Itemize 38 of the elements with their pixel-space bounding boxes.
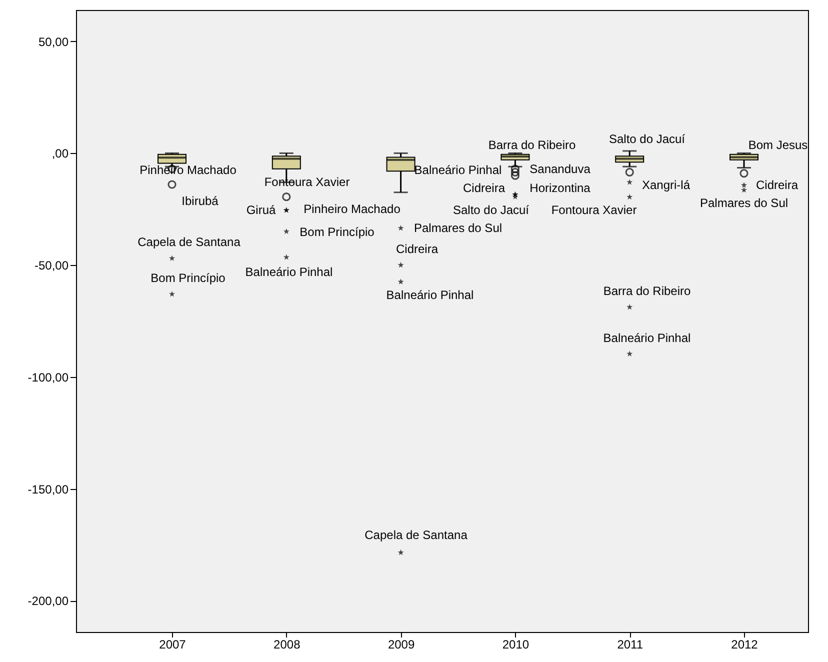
annotation: Palmares do Sul (700, 196, 788, 210)
x-tick-label: 2011 (617, 638, 644, 652)
annotation: Bom Princípio (150, 271, 226, 285)
annotation: Giruá (246, 203, 276, 217)
x-tick-label: 2012 (731, 638, 758, 652)
annotation: Barra do Ribeiro (603, 284, 692, 298)
annotation: Bom Princípio (300, 225, 375, 239)
annotation: Cidreira (396, 242, 438, 256)
annotation: Salto do Jacuí (452, 203, 530, 217)
annotation: Fontoura Xavier (264, 175, 350, 189)
annotation: Palmares do Sul (414, 221, 502, 235)
x-tick-label: 2007 (159, 638, 186, 652)
y-tick-label: -150,00 (28, 482, 69, 496)
annotation: Barra do Ribeiro (488, 138, 576, 152)
y-tick-label: -100,00 (28, 370, 69, 384)
y-tick-label: ,00 (52, 146, 69, 161)
x-tick-label: 2008 (274, 638, 301, 652)
annotation: Capela de Santana (138, 235, 241, 249)
annotation: Xangri-lá (642, 178, 690, 192)
annotation: Balneário Pinhal (603, 331, 691, 345)
y-tick-label: -50,00 (34, 258, 69, 273)
annotation: Capela de Santana (364, 528, 468, 542)
annotation: Cidreira (756, 178, 798, 192)
y-tick-label: -200,00 (28, 594, 69, 608)
x-tick-label: 2009 (388, 638, 415, 652)
annotation: Salto do Jacuí (608, 132, 686, 146)
y-tick-label: 50,00 (38, 34, 69, 49)
annotation: Bom Jesus (748, 138, 808, 152)
annotation: Cidreira (462, 181, 506, 195)
annotation: Sananduva (530, 162, 591, 176)
annotation: Balneário Pinhal (245, 265, 333, 279)
annotation: Balneário Pinhal (414, 163, 502, 177)
annotation: Fontoura Xavier (551, 203, 637, 217)
x-tick-label: 2010 (502, 638, 530, 652)
annotation: Pinheiro Machado (304, 202, 401, 216)
annotation: Balneário Pinhal (386, 288, 474, 302)
annotation: Ibirubá (182, 194, 219, 208)
annotation: Horizontina (530, 181, 591, 195)
